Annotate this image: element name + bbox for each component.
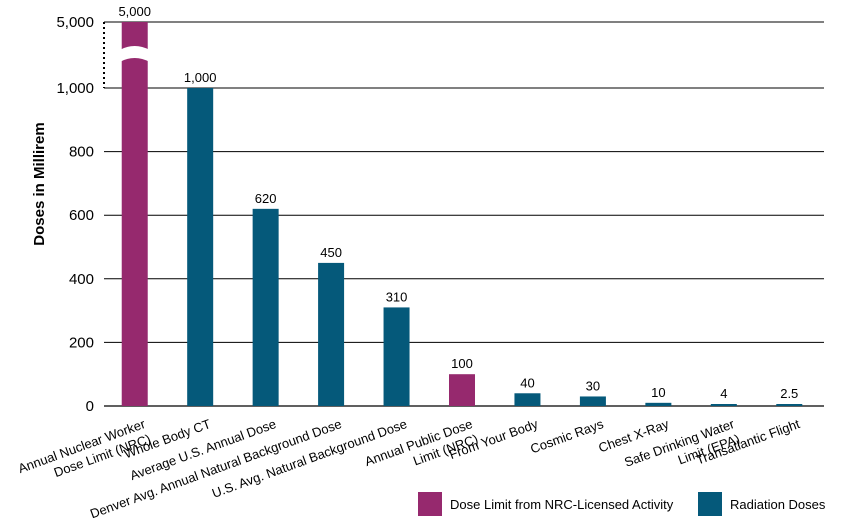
- data-label: 450: [320, 245, 342, 260]
- y-tick-label: 400: [69, 271, 94, 288]
- legend-label: Radiation Doses: [730, 497, 826, 512]
- bar: [121, 22, 148, 406]
- y-tick-label: 0: [86, 398, 94, 415]
- bar: [187, 88, 214, 406]
- bar: [318, 262, 345, 406]
- y-axis-ticks: 0 200 400 600 800 1,000 5,000: [56, 14, 94, 415]
- y-tick-label: 200: [69, 334, 94, 351]
- bar: [776, 404, 803, 406]
- legend-swatch: [418, 492, 442, 516]
- grid-lines: [103, 21, 824, 407]
- bar: [252, 208, 279, 406]
- bar-break: [119, 46, 150, 62]
- data-label: 2.5: [780, 386, 798, 401]
- y-tick-label: 1,000: [56, 80, 94, 97]
- bar: [579, 396, 606, 406]
- bar: [383, 307, 410, 406]
- x-tick-label-line: Cosmic Rays: [528, 416, 606, 456]
- bar: [514, 393, 541, 406]
- data-label: 40: [520, 375, 534, 390]
- y-tick-label: 5,000: [56, 14, 94, 31]
- bar: [645, 402, 672, 406]
- y-tick-label: 600: [69, 207, 94, 224]
- legend-swatch: [698, 492, 722, 516]
- data-label: 30: [586, 378, 600, 393]
- bar: [710, 404, 737, 406]
- data-label: 100: [451, 356, 473, 371]
- x-tick-label: Cosmic Rays: [528, 416, 606, 456]
- data-label: 4: [720, 386, 727, 401]
- bar: [449, 374, 475, 406]
- data-label: 10: [651, 385, 665, 400]
- data-label: 5,000: [118, 4, 151, 19]
- data-label: 620: [255, 191, 277, 206]
- data-label: 1,000: [184, 70, 217, 85]
- y-axis-label: Doses in Millirem: [31, 122, 48, 245]
- data-label: 310: [386, 289, 408, 304]
- legend: Dose Limit from NRC-Licensed Activity Rad…: [418, 492, 826, 516]
- y-tick-label: 800: [69, 144, 94, 161]
- legend-label: Dose Limit from NRC-Licensed Activity: [450, 497, 674, 512]
- bars: 5,000 1,000 620 450 310 100 40 30 10 4 2.5: [118, 4, 803, 406]
